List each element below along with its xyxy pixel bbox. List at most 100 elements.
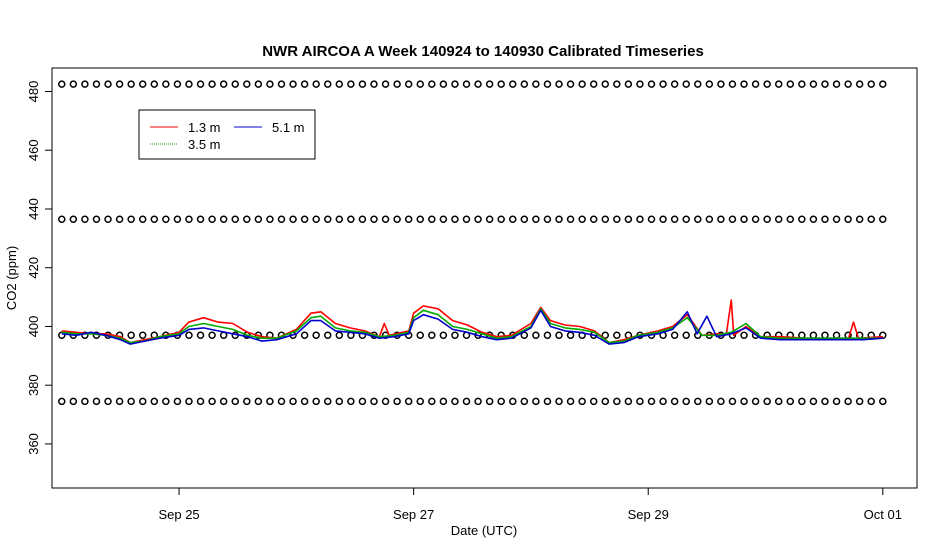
reference-point (601, 80, 610, 88)
reference-point (196, 80, 205, 88)
reference-point (404, 397, 413, 406)
reference-point (520, 215, 529, 224)
reference-point (81, 80, 89, 88)
reference-point (81, 331, 89, 340)
reference-point (300, 331, 309, 340)
reference-point (381, 397, 390, 406)
reference-point (659, 80, 667, 88)
reference-point (416, 215, 424, 224)
reference-point (509, 397, 517, 406)
reference-point (69, 397, 78, 406)
reference-point (185, 215, 193, 224)
reference-point (173, 80, 182, 88)
reference-point (243, 215, 251, 224)
reference-point (323, 215, 332, 224)
reference-point (208, 80, 216, 88)
reference-point (682, 215, 690, 224)
reference-point (555, 80, 563, 88)
reference-point (439, 397, 448, 406)
reference-point (277, 215, 286, 224)
reference-point (196, 215, 205, 224)
reference-point (370, 397, 378, 406)
reference-point (555, 397, 563, 406)
reference-point (58, 80, 66, 88)
reference-point (266, 397, 274, 406)
reference-point (323, 331, 332, 340)
reference-point (717, 397, 725, 406)
reference-point (809, 80, 818, 88)
reference-point (127, 215, 135, 224)
reference-point (69, 215, 78, 224)
reference-point (231, 215, 239, 224)
reference-point (485, 215, 494, 224)
reference-point (312, 80, 320, 88)
reference-point (555, 331, 563, 340)
reference-point (219, 80, 228, 88)
reference-point (69, 80, 78, 88)
reference-point (589, 397, 598, 406)
reference-point (740, 397, 748, 406)
reference-point (601, 397, 610, 406)
reference-point (208, 397, 216, 406)
reference-point (104, 80, 112, 88)
reference-point (624, 80, 633, 88)
reference-point (416, 331, 424, 340)
reference-point (219, 397, 228, 406)
reference-point (404, 215, 413, 224)
reference-point (821, 397, 829, 406)
y-tick-label: 400 (26, 316, 41, 338)
reference-point (659, 397, 667, 406)
reference-point (647, 397, 656, 406)
reference-point (404, 80, 413, 88)
reference-point (578, 397, 586, 406)
reference-point (613, 397, 621, 406)
reference-point (485, 397, 494, 406)
reference-point (92, 397, 101, 406)
reference-point (104, 397, 112, 406)
reference-point (58, 397, 66, 406)
reference-point (231, 80, 239, 88)
reference-point (532, 215, 540, 224)
reference-point (208, 331, 216, 340)
x-tick-label: Sep 29 (628, 507, 669, 522)
reference-point (323, 80, 332, 88)
x-axis-label: Date (UTC) (451, 523, 517, 538)
reference-point (138, 215, 147, 224)
reference-point (381, 215, 390, 224)
reference-point (728, 215, 737, 224)
reference-point (821, 331, 829, 340)
reference-point (474, 397, 482, 406)
reference-point (277, 80, 286, 88)
reference-point (162, 80, 170, 88)
reference-point (243, 397, 251, 406)
reference-point (832, 397, 841, 406)
reference-point (347, 215, 355, 224)
reference-point (115, 397, 124, 406)
reference-point (774, 80, 783, 88)
reference-point (636, 80, 644, 88)
reference-point (589, 215, 598, 224)
reference-point (844, 397, 852, 406)
reference-point (173, 397, 182, 406)
reference-point (266, 215, 274, 224)
reference-point (289, 215, 297, 224)
reference-point (462, 215, 471, 224)
reference-point (451, 397, 459, 406)
reference-point (705, 215, 714, 224)
reference-point (717, 80, 725, 88)
reference-point (381, 80, 390, 88)
reference-point (138, 80, 147, 88)
reference-point (728, 80, 737, 88)
reference-point (636, 397, 644, 406)
reference-point (254, 397, 263, 406)
reference-point (532, 80, 540, 88)
y-axis: 360 380 400 420 440 460 480 (26, 81, 53, 455)
reference-point (832, 215, 841, 224)
reference-point (786, 215, 795, 224)
y-tick-label: 460 (26, 139, 41, 161)
reference-point (751, 397, 760, 406)
reference-point (428, 215, 436, 224)
reference-point (335, 331, 344, 340)
reference-point (312, 215, 320, 224)
